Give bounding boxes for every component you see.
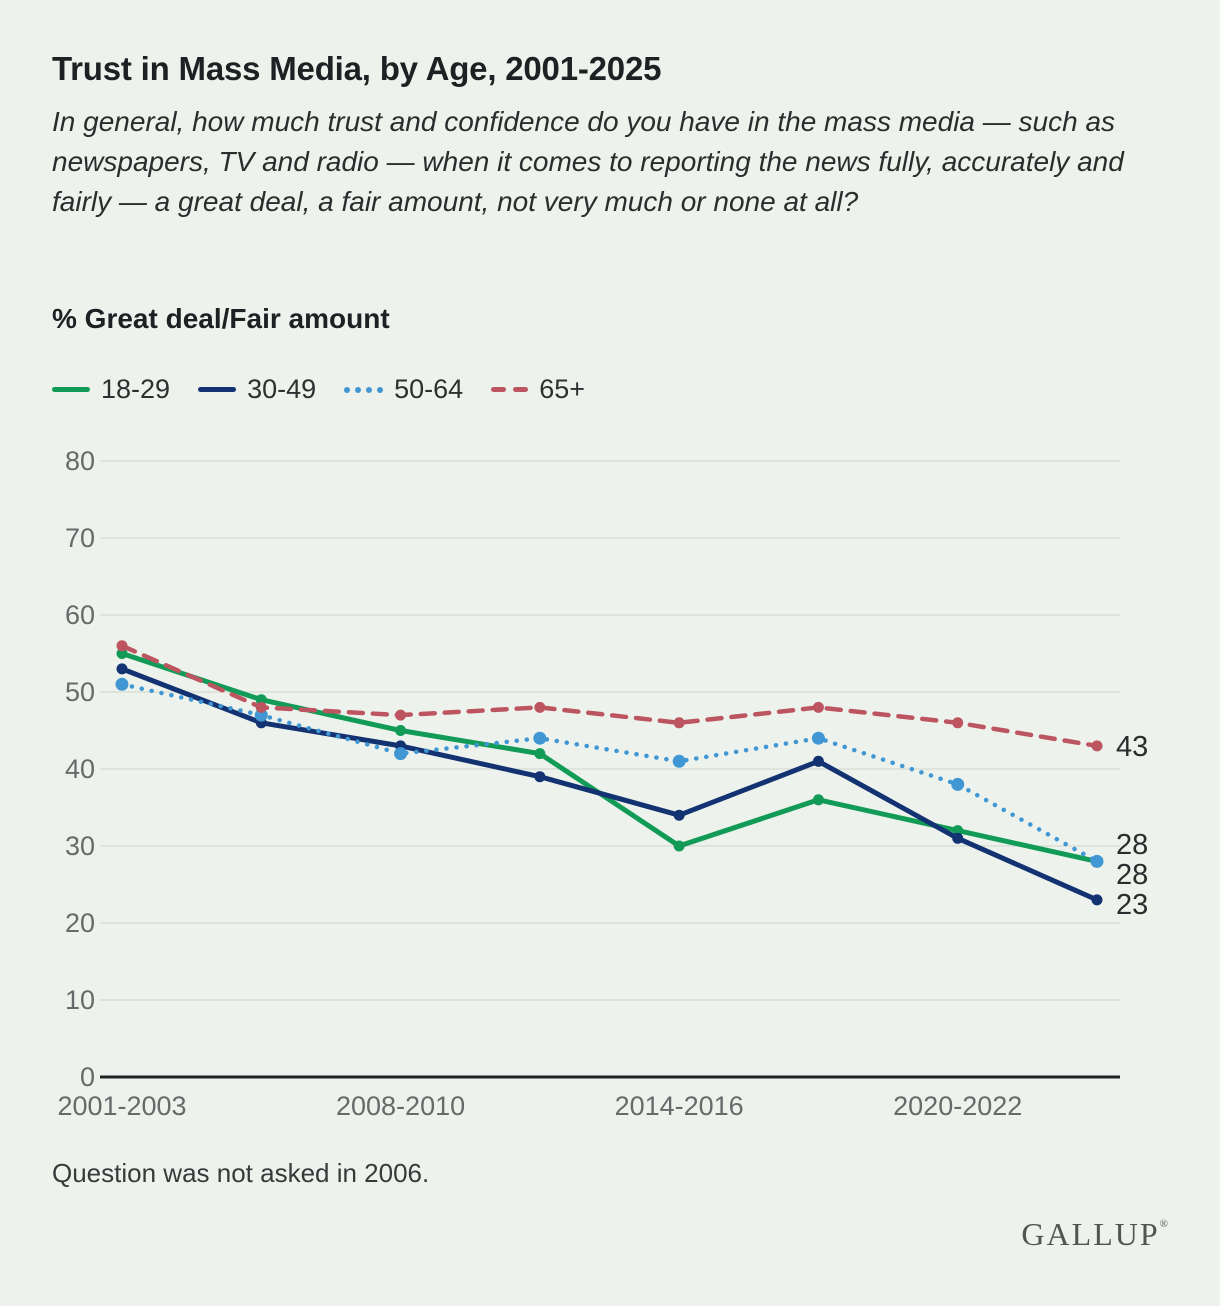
point-18-29-2008-2010: [395, 725, 407, 736]
gallup-wordmark: GALLUP: [1021, 1216, 1160, 1252]
legend-label-50-64: 50-64: [394, 374, 464, 404]
point-65+-2004-2007: [255, 701, 267, 713]
point-65+-2017-2019: [812, 701, 824, 713]
x-tick-2008-2010: 2008-2010: [336, 1091, 465, 1121]
point-50-64-2017-2019: [811, 731, 825, 745]
point-18-29-2020-2022: [952, 825, 964, 837]
legend-item-18-29: 18-29: [52, 374, 170, 405]
end-value-label-50-64: 28: [1116, 859, 1148, 891]
point-65+-2023-2025: [1091, 740, 1103, 752]
end-value-label-30-49: 23: [1116, 889, 1148, 921]
y-tick-80: 80: [65, 446, 95, 476]
series-line-65+: [119, 643, 1100, 749]
registered-trademark-icon: ®: [1159, 1218, 1168, 1230]
gallup-logo: GALLUP®: [1021, 1216, 1168, 1253]
y-tick-40: 40: [65, 754, 95, 784]
legend-item-50-64: 50-64: [344, 374, 463, 405]
point-50-64-2020-2022: [951, 777, 965, 791]
end-value-label-65+: 43: [1116, 731, 1148, 763]
point-30-49-2014-2016: [673, 809, 685, 821]
x-tick-2020-2022: 2020-2022: [893, 1091, 1022, 1121]
trust-line-chart: 0 10 20 30 40 50 60 70 80 2001-2003 2008-2010 2014-…: [57, 446, 1148, 1121]
y-tick-0: 0: [80, 1062, 95, 1092]
point-30-49-2001-2003: [116, 663, 128, 675]
point-50-64-2011-2013: [533, 731, 547, 745]
point-65+-2001-2003: [116, 640, 128, 652]
legend-item-65plus: 65+: [491, 374, 585, 405]
legend-label-18-29: 18-29: [101, 374, 171, 404]
legend-item-30-49: 30-49: [198, 374, 316, 405]
chart-footnote: Question was not asked in 2006.: [52, 1158, 430, 1188]
legend-swatch-dashed-red-icon: [491, 387, 529, 393]
point-65+-2014-2016: [673, 717, 685, 729]
legend-label-30-49: 30-49: [247, 374, 317, 404]
point-50-64-2001-2003: [115, 677, 129, 691]
end-value-label-18-29: 28: [1116, 829, 1148, 861]
series-line-30-49: [119, 666, 1100, 903]
y-tick-20: 20: [65, 908, 95, 938]
legend-swatch-solid-navy-icon: [198, 387, 237, 392]
legend-swatch-dotted-blue-icon: [344, 386, 384, 393]
x-tick-2014-2016: 2014-2016: [615, 1091, 744, 1121]
point-30-49-2020-2022: [952, 832, 964, 844]
metric-label: % Great deal/Fair amount: [52, 303, 390, 334]
y-tick-60: 60: [65, 600, 95, 630]
y-tick-70: 70: [65, 523, 95, 553]
legend-label-65plus: 65+: [539, 374, 585, 404]
point-65+-2008-2010: [395, 709, 407, 721]
series-line-18-29: [119, 651, 1100, 864]
chart-title: Trust in Mass Media, by Age, 2001-2025: [52, 50, 662, 87]
x-tick-2001-2003: 2001-2003: [57, 1091, 186, 1121]
point-50-64-2008-2010: [394, 747, 408, 761]
point-65+-2020-2022: [952, 717, 964, 729]
y-tick-30: 30: [65, 831, 95, 861]
y-tick-10: 10: [65, 985, 95, 1015]
point-30-49-2017-2019: [812, 755, 824, 767]
point-50-64-2014-2016: [672, 754, 686, 768]
y-tick-50: 50: [65, 677, 95, 707]
point-30-49-2023-2025: [1091, 894, 1103, 906]
chart-subtitle: In general, how much trust and confidenc…: [52, 106, 1124, 217]
point-65+-2011-2013: [534, 701, 546, 713]
point-50-64-2004-2007: [254, 708, 268, 722]
chart-legend: 18-29 30-49 50-64 65+: [52, 374, 585, 405]
point-18-29-2004-2007: [255, 694, 267, 706]
point-50-64-2023-2025: [1090, 854, 1104, 868]
legend-swatch-solid-green-icon: [52, 387, 90, 392]
point-18-29-2011-2013: [534, 748, 546, 760]
point-18-29-2017-2019: [812, 794, 824, 806]
point-30-49-2011-2013: [534, 771, 546, 783]
point-18-29-2001-2003: [116, 648, 128, 659]
point-18-29-2014-2016: [673, 840, 685, 852]
